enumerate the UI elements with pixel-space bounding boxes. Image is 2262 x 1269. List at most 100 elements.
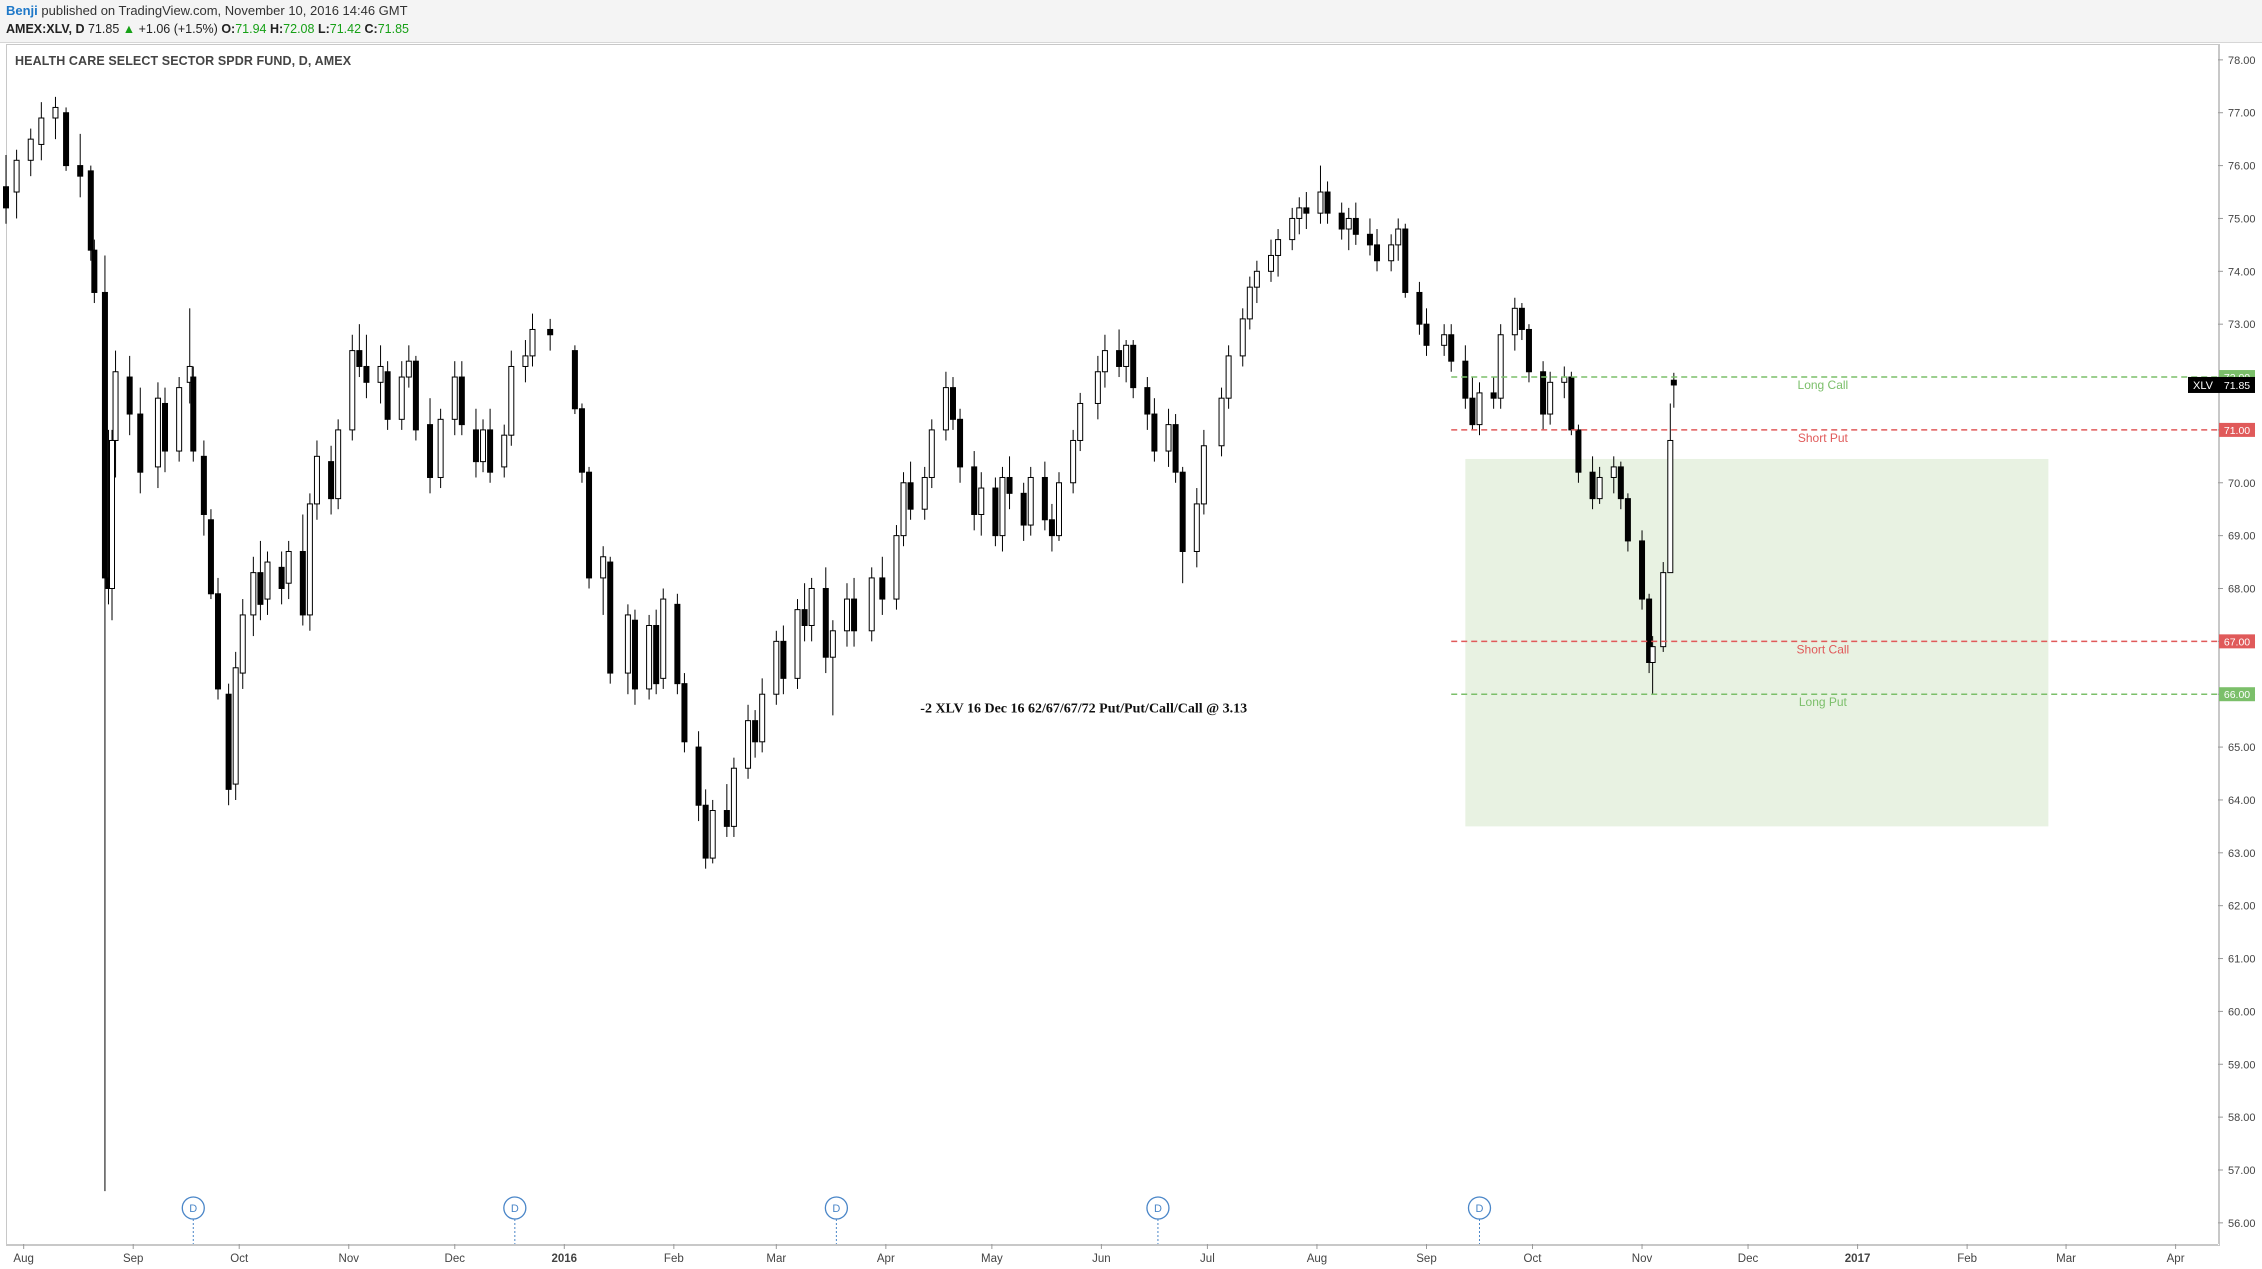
candle[interactable] <box>137 413 144 473</box>
candle[interactable] <box>299 550 306 616</box>
candle[interactable] <box>1374 244 1381 262</box>
candle[interactable] <box>1006 476 1013 494</box>
candle[interactable] <box>101 291 108 579</box>
candle[interactable] <box>1193 503 1200 552</box>
candle[interactable] <box>162 402 169 452</box>
candle[interactable] <box>1518 307 1525 330</box>
candle[interactable] <box>957 418 964 468</box>
candle[interactable] <box>1547 381 1554 415</box>
candle[interactable] <box>1639 540 1646 600</box>
candle[interactable] <box>225 693 232 790</box>
candle[interactable] <box>427 424 434 478</box>
dividend-marker-icon[interactable] <box>824 1196 849 1220</box>
profit-zone[interactable] <box>1465 458 2049 827</box>
candle[interactable] <box>631 619 638 690</box>
candle[interactable] <box>1624 498 1631 542</box>
candle[interactable] <box>239 614 246 674</box>
candle[interactable] <box>1027 476 1034 526</box>
candle[interactable] <box>278 566 285 589</box>
author-name[interactable]: Benji <box>6 3 38 18</box>
candle[interactable] <box>1561 376 1568 383</box>
candle[interactable] <box>1596 476 1603 500</box>
candle[interactable] <box>851 598 858 632</box>
candle[interactable] <box>730 767 737 827</box>
candle[interactable] <box>154 397 161 468</box>
candle[interactable] <box>1172 424 1179 473</box>
candle[interactable] <box>1020 492 1027 526</box>
candle[interactable] <box>1646 598 1653 664</box>
candle[interactable] <box>773 640 780 695</box>
candle[interactable] <box>1296 207 1303 219</box>
candle[interactable] <box>264 561 271 600</box>
candle[interactable] <box>38 117 45 145</box>
candle[interactable] <box>745 720 752 769</box>
candle[interactable] <box>999 476 1006 537</box>
candle[interactable] <box>529 328 536 357</box>
candle[interactable] <box>207 519 214 595</box>
candle[interactable] <box>907 482 914 510</box>
candle[interactable] <box>1144 387 1151 415</box>
candle[interactable] <box>63 112 70 167</box>
candle[interactable] <box>1497 334 1504 399</box>
candle[interactable] <box>384 371 391 420</box>
candle[interactable] <box>91 249 98 293</box>
candle[interactable] <box>27 138 34 161</box>
candle[interactable] <box>1123 344 1130 367</box>
candle[interactable] <box>1200 445 1207 505</box>
candle[interactable] <box>978 487 985 515</box>
candle[interactable] <box>660 598 667 679</box>
candle[interactable] <box>942 387 949 431</box>
candle[interactable] <box>971 466 978 515</box>
candle[interactable] <box>437 418 444 478</box>
candle[interactable] <box>250 572 257 616</box>
candle[interactable] <box>1448 334 1455 362</box>
candle[interactable] <box>900 482 907 537</box>
candle[interactable] <box>1469 397 1476 426</box>
candle[interactable] <box>607 561 614 674</box>
candle[interactable] <box>547 328 554 336</box>
candle[interactable] <box>624 614 631 674</box>
dividend-marker-icon[interactable] <box>503 1196 527 1220</box>
candle[interactable] <box>1462 360 1469 399</box>
candle[interactable] <box>571 350 578 410</box>
candle[interactable] <box>77 165 84 177</box>
candle[interactable] <box>1352 217 1359 235</box>
candle[interactable] <box>1589 471 1596 500</box>
candle[interactable] <box>1218 397 1225 447</box>
candle[interactable] <box>1179 471 1186 552</box>
candle[interactable] <box>200 455 207 515</box>
candle[interactable] <box>1525 328 1532 373</box>
candle[interactable] <box>405 360 412 378</box>
candle[interactable] <box>1476 392 1483 426</box>
candle[interactable] <box>1667 439 1674 574</box>
candle[interactable] <box>1345 217 1352 230</box>
candle[interactable] <box>313 455 320 505</box>
candle[interactable] <box>578 408 585 473</box>
candle[interactable] <box>1649 646 1656 664</box>
candle[interactable] <box>1540 371 1547 415</box>
candle[interactable] <box>190 376 197 452</box>
candle[interactable] <box>356 350 363 367</box>
candle[interactable] <box>1101 350 1108 373</box>
candle[interactable] <box>472 429 479 463</box>
candle[interactable] <box>646 624 653 690</box>
candle[interactable] <box>1670 379 1677 386</box>
candle[interactable] <box>1660 572 1667 648</box>
candle[interactable] <box>1048 519 1055 537</box>
candle[interactable] <box>1423 323 1430 346</box>
candle[interactable] <box>87 170 94 251</box>
candle[interactable] <box>829 630 836 658</box>
candle[interactable] <box>1070 439 1077 484</box>
candle[interactable] <box>501 434 508 468</box>
candle[interactable] <box>1225 355 1232 399</box>
candle[interactable] <box>893 535 900 600</box>
candle[interactable] <box>1275 239 1282 256</box>
candle[interactable] <box>112 371 119 441</box>
candle[interactable] <box>176 387 183 452</box>
candle[interactable] <box>695 746 702 806</box>
dividend-marker-icon[interactable] <box>1467 1196 1492 1220</box>
candle[interactable] <box>992 487 999 537</box>
candle[interactable] <box>1610 466 1617 478</box>
candle[interactable] <box>3 186 9 209</box>
